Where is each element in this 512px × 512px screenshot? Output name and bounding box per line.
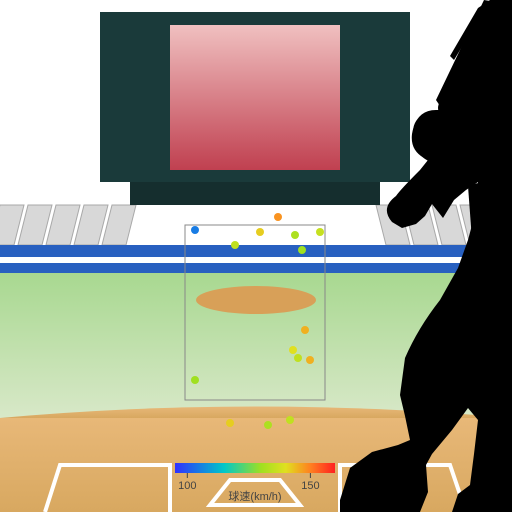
pitch-marker	[264, 421, 272, 429]
pitch-location-chart: 100 150 球速(km/h)	[0, 0, 512, 512]
pitch-marker	[191, 376, 199, 384]
wall-stripe-white	[0, 257, 512, 263]
scoreboard-screen	[170, 25, 340, 170]
pitch-marker	[286, 416, 294, 424]
wall-stripe-blue	[0, 245, 512, 257]
pitch-marker	[291, 231, 299, 239]
pitch-marker	[274, 213, 282, 221]
pitcher-mound	[196, 286, 316, 314]
scale-tick-label: 150	[301, 480, 319, 492]
pitch-marker	[231, 241, 239, 249]
pitch-marker	[301, 326, 309, 334]
scale-label: 球速(km/h)	[228, 489, 281, 503]
pitch-marker	[289, 346, 297, 354]
pitch-marker	[306, 356, 314, 364]
pitch-marker	[298, 246, 306, 254]
pitch-marker	[294, 354, 302, 362]
pitch-marker	[191, 226, 199, 234]
wall-stripe-blue-2	[0, 263, 512, 273]
pitch-marker	[226, 419, 234, 427]
pitch-marker	[316, 228, 324, 236]
scale-tick-label: 100	[178, 480, 196, 492]
scale-gradient-bar	[175, 463, 335, 473]
pitch-marker	[256, 228, 264, 236]
